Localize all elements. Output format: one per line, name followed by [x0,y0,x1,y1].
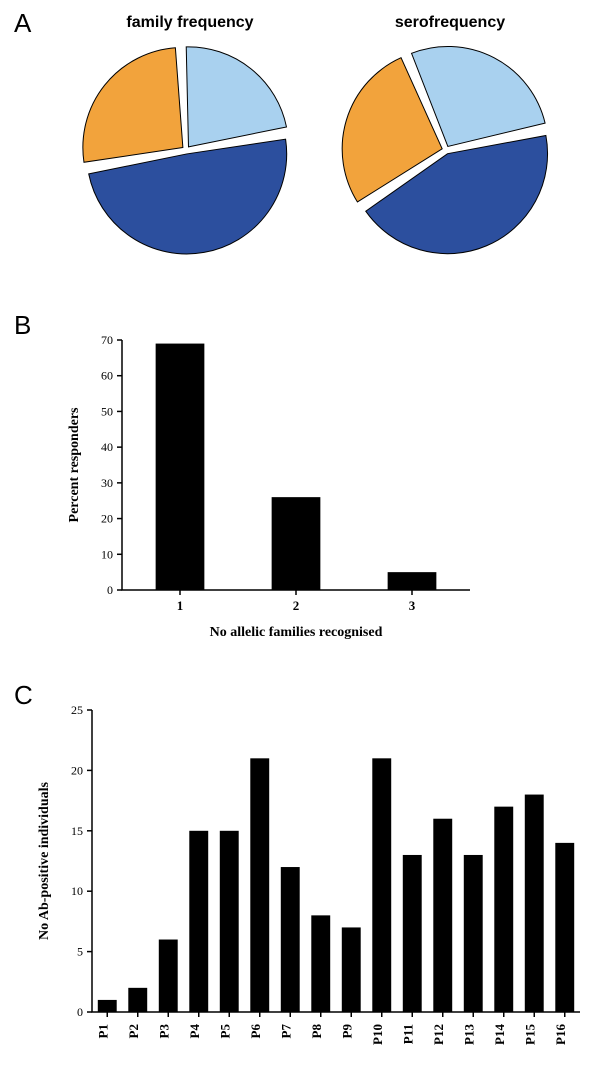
x-tick-label: P7 [278,1024,293,1039]
bar-chart-c: 0 5 10 15 20 25 P1 P2 P3 P4 P5 P6 P7 P8 P9 P10 P11 P12 P13… [30,700,590,1080]
y-tick-label: 40 [101,440,113,454]
bar [128,988,147,1012]
pie-slice-orange [83,48,183,162]
x-tick-label: 1 [177,598,184,613]
pie-left [76,40,296,260]
x-tick-label: P2 [126,1024,141,1038]
x-tick-label: P12 [431,1024,446,1045]
x-tick-label: P13 [461,1024,476,1045]
y-tick-label: 20 [101,512,113,526]
x-tick-label: P3 [156,1024,171,1039]
bar-chart-b: 0 10 20 30 40 50 60 70 1 2 3 Percent responders No a… [60,330,480,650]
y-tick-label: 10 [71,884,83,898]
y-tick-label: 30 [101,476,113,490]
x-tick-label: P16 [553,1024,568,1045]
pie-right [336,40,556,260]
y-tick-label: 60 [101,369,113,383]
bar [388,572,437,590]
y-tick-label: 5 [77,945,83,959]
pie-left-title: family frequency [80,14,300,32]
bar [159,940,178,1012]
bar [98,1000,117,1012]
y-axis-label: No Ab-positive individuals [37,781,52,939]
x-tick-label: P5 [217,1024,232,1039]
x-tick-label: P10 [370,1024,385,1045]
x-tick-label: P15 [522,1024,537,1045]
panel-a-label: A [14,8,31,39]
y-tick-label: 50 [101,404,113,418]
bar [433,819,452,1012]
bar [156,344,205,590]
x-tick-label: P14 [492,1024,507,1045]
x-tick-label: P6 [248,1024,263,1039]
bar [372,758,391,1012]
x-tick-label: P1 [95,1024,110,1038]
bar [464,855,483,1012]
bar [272,497,321,590]
bar [220,831,239,1012]
y-tick-label: 0 [77,1005,83,1019]
y-tick-label: 25 [71,703,83,717]
bar [525,795,544,1012]
y-tick-label: 0 [107,583,113,597]
x-tick-label: 2 [293,598,300,613]
x-tick-label: P8 [309,1024,324,1039]
bar [555,843,574,1012]
bar [403,855,422,1012]
bar [250,758,269,1012]
y-axis-label: Percent responders [67,407,82,523]
y-tick-label: 10 [101,547,113,561]
y-tick-label: 20 [71,763,83,777]
bar [494,807,513,1012]
bar [342,927,361,1012]
panel-b-label: B [14,310,31,341]
pie-slice-lightblue [186,47,286,147]
bar [311,915,330,1012]
y-tick-label: 70 [101,333,113,347]
x-axis-label: No allelic families recognised [210,625,383,640]
x-tick-label: P4 [187,1024,202,1039]
x-tick-label: P9 [339,1024,354,1039]
x-tick-label: 3 [409,598,416,613]
y-tick-label: 15 [71,824,83,838]
bar [281,867,300,1012]
x-tick-label: P11 [400,1024,415,1044]
pie-right-title: serofrequency [340,14,560,32]
bar [189,831,208,1012]
